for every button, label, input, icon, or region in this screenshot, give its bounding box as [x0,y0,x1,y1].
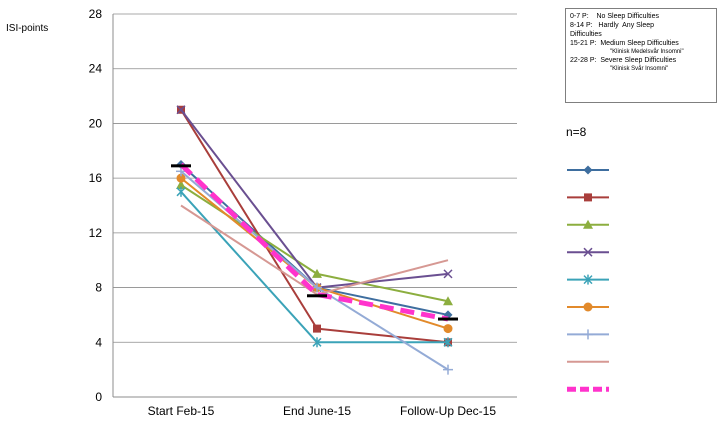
point-square [584,193,592,202]
point-circle [583,302,593,312]
mean-markers [171,164,458,321]
point-circle [176,173,186,183]
y-tick-label: 28 [89,7,103,21]
criteria-sub-4: "Klinisk Svår Insomni" [610,66,669,72]
point-x-stroke [176,105,186,115]
point-plus [176,166,186,177]
legend-swatch-6 [567,302,609,312]
point-plus [443,364,453,375]
legend-swatch-7 [567,329,609,340]
point-triangle [443,296,453,306]
point-plus [583,329,593,340]
point-triangle [583,219,593,229]
y-tick-label: 12 [89,226,103,240]
legend-swatch-4 [567,247,609,257]
point-star [312,337,322,348]
legend-swatch-2 [567,193,609,202]
point-circle [443,324,453,334]
series-line [179,162,449,322]
criteria-line-1: 8-14 P: Hardly Any Sleep [570,22,655,29]
series-lines [176,105,453,375]
point-x [176,105,186,115]
point-star [176,186,186,197]
series-line [180,191,448,344]
series-9 [179,162,449,322]
series-8 [180,204,449,296]
criteria-line-0: 0-7 P: No Sleep Difficulties [570,13,659,20]
point-triangle [176,179,186,189]
mean-marker [307,294,327,298]
mean-marker [171,164,191,168]
series-line [180,109,449,289]
y-tick-label: 0 [95,390,102,404]
point-triangle [312,268,322,278]
sample-size-label: n=8 [566,125,587,139]
isi-criteria-legend: 0-7 P: No Sleep Difficulties 8-14 P: Har… [565,8,717,103]
axes: 0 4 8 12 16 20 24 28 Start Feb-15 End June-15 Foll… [89,7,517,418]
point-star [443,337,453,348]
point-x-stroke [583,247,593,257]
x-tick-label: Follow-Up Dec-15 [400,404,496,418]
point-star [583,274,593,285]
x-tick-label: Start Feb-15 [148,404,215,418]
point-x-stroke [443,269,453,279]
criteria-line-3: 15-21 P: Medium Sleep Difficulties [570,40,679,47]
point-diamond [583,165,593,175]
point-x [443,269,453,279]
y-tick-label: 4 [95,335,102,349]
criteria-sub-3: "Klinisk Medelsvår Insomni" [610,49,684,55]
x-tick-label: End June-15 [283,404,351,418]
y-tick-label: 8 [95,281,102,295]
y-tick-label: 24 [89,62,103,76]
series-line [180,204,449,296]
legend-swatch-5 [567,274,609,285]
legend-swatches [567,165,609,392]
y-tick-label: 16 [89,171,103,185]
legend-swatch-3 [567,219,609,229]
mean-marker [438,317,458,321]
criteria-line-2: Difficulties [570,31,602,38]
legend-swatch-1 [567,165,609,175]
point-square [313,324,321,333]
y-axis-title: ISI-points [6,23,48,34]
point-plus [312,282,322,293]
criteria-line-4: 22-28 P: Severe Sleep Difficulties [570,57,677,64]
y-tick-label: 20 [89,116,103,130]
point-x [583,247,593,257]
